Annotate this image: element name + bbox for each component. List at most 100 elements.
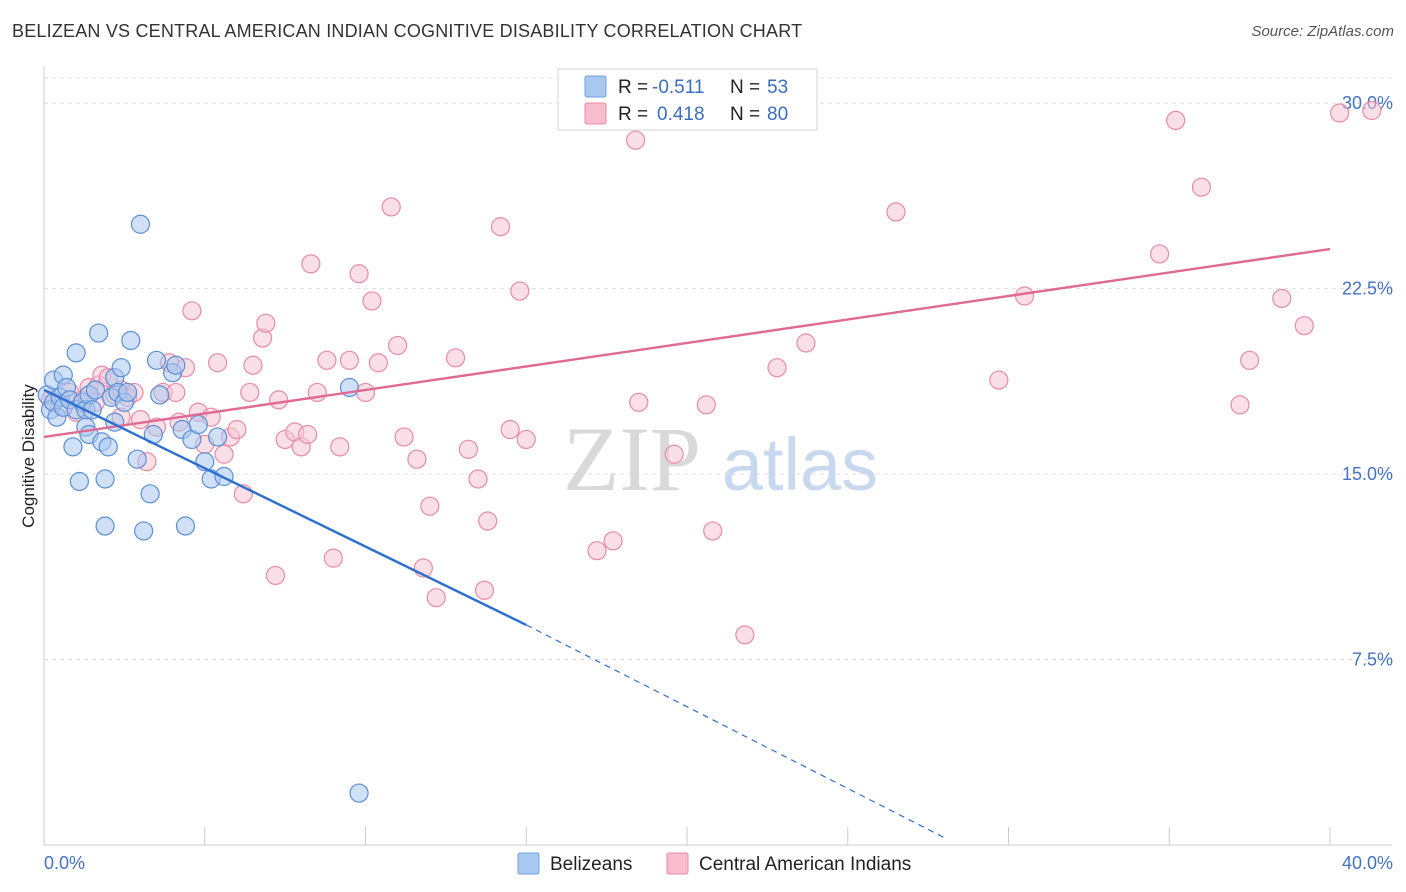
cai-point xyxy=(166,382,186,403)
cai-point xyxy=(445,348,466,368)
axis-layer xyxy=(43,66,1392,846)
cai-point xyxy=(182,301,202,321)
stats-n-value-belizeans: 53 xyxy=(767,77,788,98)
stats-r-value-belizeans: -0.511 xyxy=(652,77,704,98)
cai-point xyxy=(214,444,234,464)
cai-point xyxy=(240,382,260,403)
belizeans-point xyxy=(95,469,115,489)
belizeans-point xyxy=(117,382,138,403)
cai-point xyxy=(1362,100,1382,121)
cai-point xyxy=(1166,110,1186,131)
y-axis-title: Cognitive Disability xyxy=(19,384,38,528)
y-tick-label-layer: 7.5%15.0%22.5%30.0% xyxy=(1342,93,1393,669)
cai-point xyxy=(394,427,414,447)
cai-point xyxy=(516,429,536,450)
cai-trend-line xyxy=(43,247,1331,439)
cai-point xyxy=(265,565,286,586)
cai-point xyxy=(269,390,289,410)
belizeans-point xyxy=(134,521,154,541)
watermark-atlas: atlas xyxy=(722,423,878,506)
cai-point xyxy=(355,382,376,403)
cai-point xyxy=(407,449,427,469)
cai-point xyxy=(587,541,607,561)
legend-swatch-cai xyxy=(666,852,689,875)
cai-point xyxy=(478,511,498,531)
cai-point xyxy=(227,419,247,440)
cai-point xyxy=(330,437,350,457)
cai-point xyxy=(1240,350,1260,370)
x-tick-label-max: 40.0% xyxy=(1342,853,1393,873)
legend-swatch-belizeans xyxy=(517,852,540,875)
belizeans-point xyxy=(98,437,118,457)
belizeans-point xyxy=(127,449,147,469)
belizeans-trend-extension xyxy=(525,624,945,839)
belizeans-point xyxy=(63,437,83,457)
cai-point xyxy=(362,291,382,311)
cai-point xyxy=(796,333,816,353)
belizeans-point xyxy=(66,343,86,363)
belizeans-point xyxy=(95,516,115,536)
cai-point xyxy=(629,392,649,412)
stats-n-label-cai: N = xyxy=(730,104,760,125)
cai-point xyxy=(664,444,684,464)
belizeans-point xyxy=(188,414,208,435)
cai-point xyxy=(298,424,318,445)
belizeans-point xyxy=(121,330,141,351)
y-tick-label: 7.5% xyxy=(1352,650,1393,670)
cai-point xyxy=(703,521,723,541)
cai-point xyxy=(317,350,337,370)
stats-legend-swatch-belizeans xyxy=(584,75,607,98)
cai-point xyxy=(500,419,520,440)
chart-title: BELIZEAN VS CENTRAL AMERICAN INDIAN COGN… xyxy=(12,21,803,41)
y-tick-label: 15.0% xyxy=(1342,464,1393,484)
belizeans-point xyxy=(146,350,167,370)
legend-label-cai: Central American Indians xyxy=(699,854,911,875)
points-layer xyxy=(37,100,1382,803)
x-tick-layer xyxy=(204,827,1331,845)
chart-source: Source: ZipAtlas.com xyxy=(1251,23,1394,40)
cai-point xyxy=(1014,286,1035,306)
cai-point xyxy=(301,254,321,274)
cai-point xyxy=(886,202,906,222)
cai-point xyxy=(256,313,276,333)
cai-point xyxy=(388,335,408,356)
cai-point xyxy=(323,548,343,568)
cai-point xyxy=(381,197,401,217)
cai-point xyxy=(1294,316,1314,336)
cai-point xyxy=(474,580,495,600)
belizeans-point xyxy=(150,385,170,405)
cai-point xyxy=(339,350,360,370)
belizeans-point xyxy=(349,783,369,803)
cai-point xyxy=(735,625,755,645)
cai-point xyxy=(243,355,263,375)
cai-point xyxy=(1230,395,1250,415)
cai-point xyxy=(458,439,478,459)
cai-point xyxy=(468,469,488,489)
belizeans-point xyxy=(89,323,109,343)
cai-point xyxy=(1272,288,1292,309)
stats-r-label-belizeans: R = xyxy=(618,77,648,98)
stats-r-value-cai: 0.418 xyxy=(657,104,705,125)
cai-point xyxy=(420,496,440,516)
cai-point xyxy=(130,410,151,430)
belizeans-point xyxy=(85,380,106,400)
belizeans-point xyxy=(175,516,196,536)
cai-point xyxy=(426,588,446,608)
trend-layer xyxy=(43,247,1331,839)
cai-point xyxy=(1330,103,1350,123)
cai-point xyxy=(603,531,623,551)
cai-point xyxy=(1191,177,1212,197)
x-tick-label-min: 0.0% xyxy=(44,853,85,873)
legend-label-belizeans: Belizeans xyxy=(550,854,632,875)
cai-point xyxy=(625,130,646,150)
belizeans-point xyxy=(208,427,228,447)
stats-n-label-belizeans: N = xyxy=(730,77,760,98)
cai-point xyxy=(696,395,716,415)
stats-r-label-cai: R = xyxy=(618,104,648,125)
cai-point xyxy=(767,358,787,378)
cai-point xyxy=(490,217,511,237)
belizeans-point xyxy=(130,214,151,234)
belizeans-point xyxy=(111,358,131,378)
series-legend: Belizeans Central American Indians xyxy=(517,852,911,875)
y-tick-label: 22.5% xyxy=(1342,279,1393,299)
